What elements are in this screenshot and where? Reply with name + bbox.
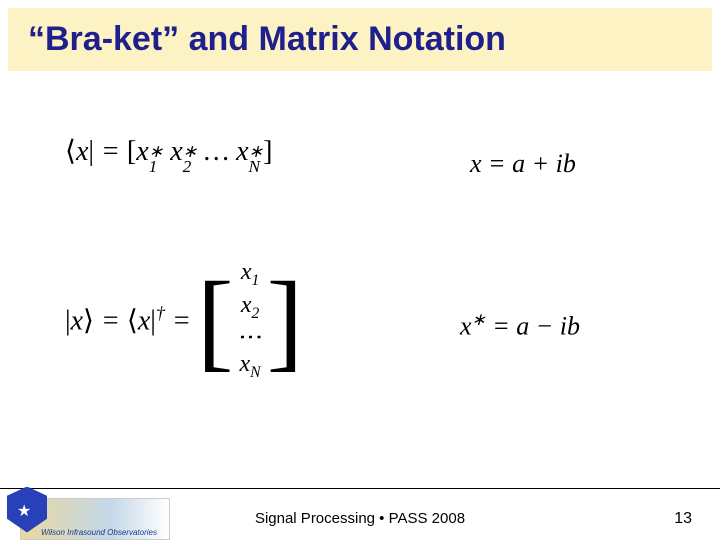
equation-bra: ⟨x| = [x∗1 x∗2 … x∗N] <box>65 134 272 175</box>
slide-title: “Bra-ket” and Matrix Notation <box>28 20 692 59</box>
footer: ★ Wilson Infrasound Observatories Signal… <box>0 488 720 548</box>
bra-eq: = <box>94 136 127 167</box>
ket-x: x <box>71 305 83 336</box>
ket-eq2: = <box>165 305 191 336</box>
ket-bra-x: x <box>138 305 150 336</box>
content-area: ⟨x| = [x∗1 x∗2 … x∗N] x = a + ib |x⟩ = ⟨… <box>0 79 720 459</box>
equation-x-def: x = a + ib <box>470 149 576 179</box>
bra-x2: x <box>170 136 182 167</box>
equation-xstar: x∗ = a − ib <box>460 309 580 342</box>
bra-open: ⟨ <box>65 136 76 167</box>
ket-lbracket: [ <box>197 276 234 364</box>
footer-logo: ★ Wilson Infrasound Observatories <box>20 498 170 540</box>
ket-col-items: x1 x2 ⋮ xN <box>234 259 267 381</box>
bra-rbracket: ] <box>263 136 272 167</box>
xstar-star: ∗ <box>472 310 486 329</box>
bra-x: x <box>76 136 88 167</box>
bra-dots: … <box>197 136 236 167</box>
bra-lbracket: [ <box>127 136 136 167</box>
ket-bra-open: ⟨ <box>127 305 138 336</box>
ket-vdots: ⋮ <box>243 325 257 349</box>
bra-xn-supsub: ∗N <box>249 144 264 175</box>
ket-column-vector: [ x1 x2 ⋮ xN ] <box>197 259 303 381</box>
xstar-rhs: = a − ib <box>486 312 580 341</box>
logo-caption: Wilson Infrasound Observatories <box>41 528 157 537</box>
bra-xn: x <box>236 136 248 167</box>
xstar-x: x <box>460 312 472 341</box>
footer-center-text: Signal Processing • PASS 2008 <box>255 510 465 527</box>
ket-rbracket: ] <box>267 276 304 364</box>
page-number: 13 <box>674 510 692 528</box>
bra-x1: x <box>136 136 148 167</box>
logo-star-icon: ★ <box>17 501 31 521</box>
equation-ket: |x⟩ = ⟨x|† = [ x1 x2 ⋮ xN ] <box>65 259 303 381</box>
ket-eq1: = <box>94 305 127 336</box>
ket-dagger: † <box>156 303 165 323</box>
ket-close: ⟩ <box>83 305 94 336</box>
title-bar: “Bra-ket” and Matrix Notation <box>8 8 712 71</box>
bra-x1-supsub: ∗1 <box>149 144 164 175</box>
bra-x2-supsub: ∗2 <box>183 144 198 175</box>
